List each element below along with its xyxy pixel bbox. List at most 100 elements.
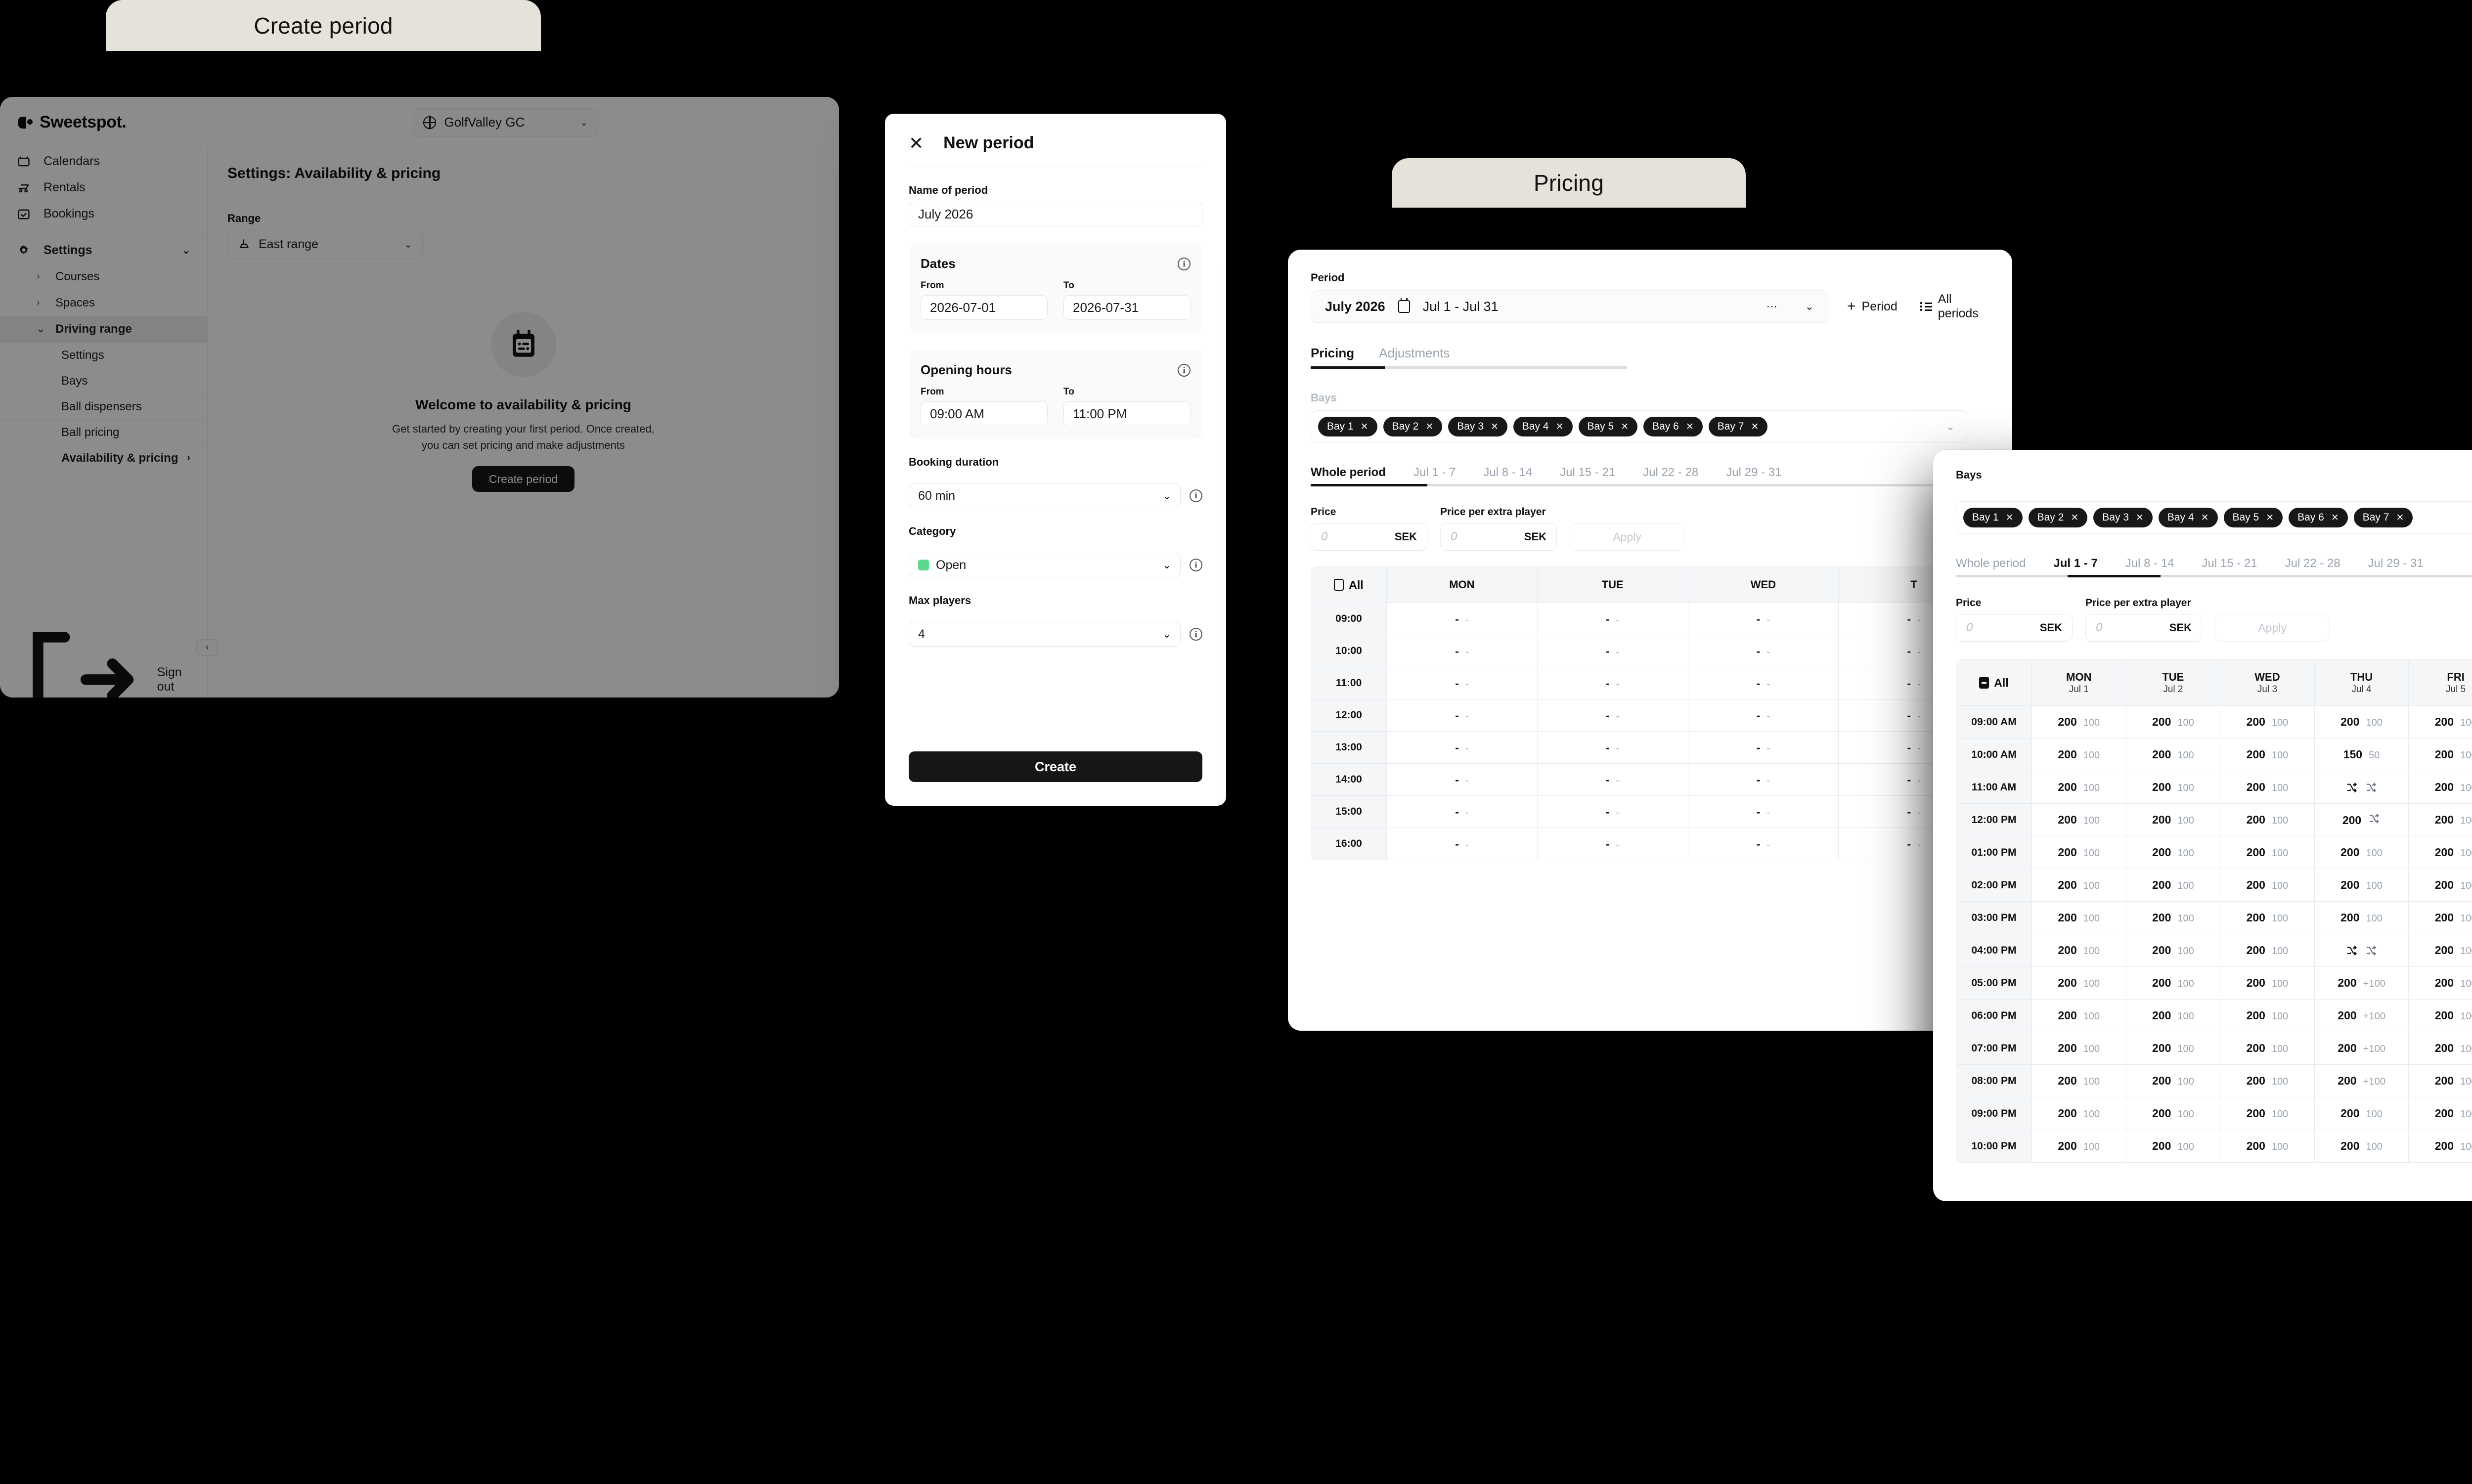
week-tab[interactable]: Jul 15 - 21 [1560, 466, 1616, 479]
apply-button[interactable]: Apply [2215, 614, 2330, 642]
close-icon[interactable]: ✕ [2005, 512, 2014, 523]
price-cell[interactable] [2314, 771, 2409, 803]
create-period-button[interactable]: Create period [472, 466, 575, 492]
price-cell[interactable]: -- [1386, 731, 1537, 763]
price-cell[interactable]: -- [1537, 635, 1688, 667]
info-icon[interactable]: i [1190, 489, 1202, 502]
info-icon[interactable]: i [1178, 257, 1191, 270]
create-button[interactable]: Create [909, 751, 1202, 782]
price-cell[interactable]: -- [1537, 763, 1688, 795]
price-cell[interactable]: -- [1838, 699, 1989, 731]
price-cell[interactable] [2314, 934, 2409, 966]
more-icon[interactable]: ⋯ [1766, 300, 1778, 312]
sidebar-item-rentals[interactable]: Rentals [0, 175, 207, 201]
price-cell[interactable]: -- [1687, 795, 1839, 828]
close-icon[interactable]: ✕ [1685, 421, 1694, 432]
bay-chip[interactable]: Bay 6 ✕ [1643, 417, 1703, 436]
price-cell[interactable]: -- [1537, 667, 1688, 699]
price-cell[interactable]: -- [1386, 667, 1537, 699]
bay-chip[interactable]: Bay 5 ✕ [1578, 417, 1638, 436]
organization-selector[interactable]: GolfValley GC ⌄ [413, 108, 599, 137]
price-cell[interactable]: -- [1386, 699, 1537, 731]
sidebar-item-courses[interactable]: › Courses [0, 263, 207, 290]
price-cell[interactable]: 200 [2314, 803, 2409, 836]
bay-chip[interactable]: Bay 2 ✕ [2028, 508, 2088, 527]
price-cell[interactable]: 200 +100 [2314, 966, 2409, 999]
bay-chip[interactable]: Bay 2 ✕ [1383, 417, 1443, 436]
folder-tab-pricing[interactable]: Pricing [1392, 158, 1746, 208]
week-tab[interactable]: Whole period [1956, 557, 2026, 570]
hours-from-input[interactable]: 09:00 AM [921, 401, 1048, 426]
price-cell[interactable]: 200 +100 [2314, 999, 2409, 1032]
price-cell[interactable]: 200 +100 [2314, 1064, 2409, 1097]
week-tab[interactable]: Jul 15 - 21 [2202, 557, 2257, 570]
price-cell[interactable]: -- [1537, 731, 1688, 763]
price-cell[interactable]: -- [1386, 763, 1537, 795]
sidebar-item-dr-settings[interactable]: Settings [0, 342, 207, 368]
close-icon[interactable]: ✕ [1360, 421, 1368, 432]
price-cell[interactable]: -- [1687, 635, 1839, 667]
dates-to-input[interactable]: 2026-07-31 [1063, 295, 1191, 320]
price-cell[interactable]: -- [1386, 603, 1537, 635]
close-icon[interactable]: ✕ [2135, 512, 2144, 523]
price-cell[interactable]: -- [1386, 828, 1537, 860]
price-cell[interactable]: -- [1687, 667, 1839, 699]
bay-chip[interactable]: Bay 3 ✕ [2093, 508, 2153, 527]
close-icon[interactable]: ✕ [1751, 421, 1759, 432]
close-icon[interactable]: ✕ [2331, 512, 2339, 523]
hours-to-input[interactable]: 11:00 PM [1063, 401, 1191, 426]
max-players-select[interactable]: 4 ⌄ [909, 622, 1181, 647]
info-icon[interactable]: i [1190, 628, 1202, 641]
checkbox-icon[interactable] [1334, 579, 1344, 591]
close-icon[interactable]: ✕ [2266, 512, 2274, 523]
range-selector[interactable]: East range ⌄ [227, 230, 423, 259]
select-all-cell[interactable]: All [1311, 567, 1386, 603]
sidebar-item-dr-availability-pricing[interactable]: Availability & pricing › [0, 445, 207, 471]
bays-selector[interactable]: Bay 1 ✕ Bay 2 ✕ Bay 3 ✕ Bay 4 ✕ Bay 5 ✕ Bay 6… [1311, 410, 1968, 443]
week-tab[interactable]: Jul 1 - 7 [1413, 466, 1456, 479]
close-icon[interactable]: ✕ [1490, 421, 1499, 432]
category-select[interactable]: Open ⌄ [909, 553, 1181, 577]
sidebar-item-driving-range[interactable]: ⌄ Driving range [0, 316, 207, 342]
price-input[interactable]: 0 SEK [1311, 523, 1427, 551]
close-icon[interactable]: ✕ [2201, 512, 2209, 523]
price-cell[interactable]: -- [1537, 603, 1688, 635]
close-icon[interactable]: ✕ [2071, 512, 2079, 523]
